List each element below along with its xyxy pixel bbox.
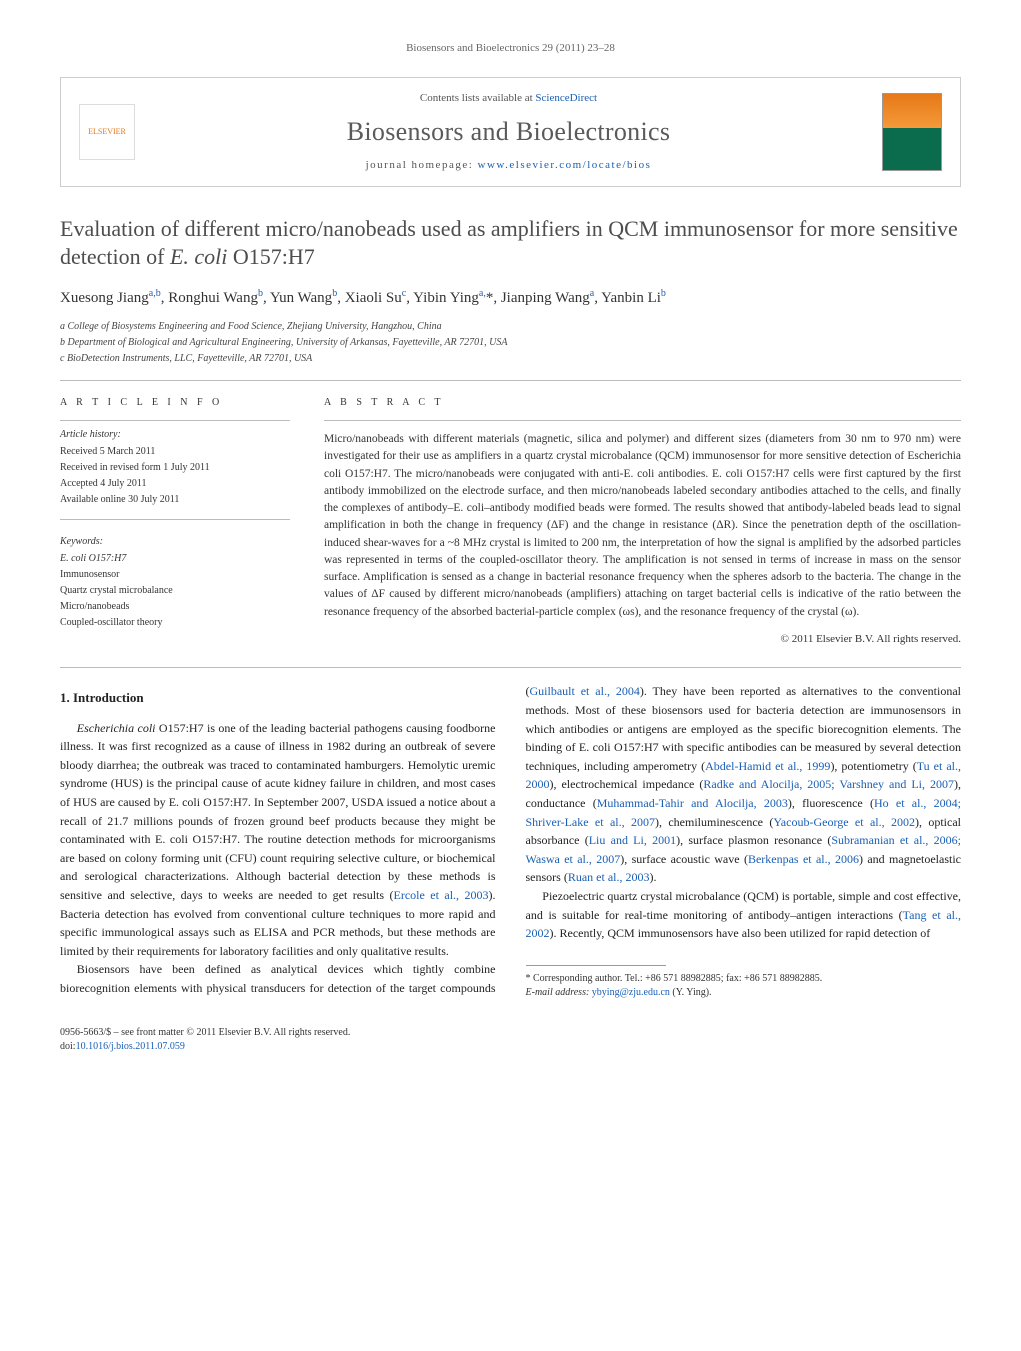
ref-yacoub-george-2002[interactable]: Yacoub-George et al., 2002	[773, 815, 915, 829]
title-italic-species: E. coli	[170, 244, 227, 269]
p1-rest: O157:H7 is one of the leading bacterial …	[60, 721, 496, 902]
title-part2: O157:H7	[227, 244, 314, 269]
author-list: Xuesong Jianga,b, Ronghui Wangb, Yun Wan…	[60, 286, 961, 310]
p2-seg5: ), fluorescence (	[788, 796, 874, 810]
abstract: A B S T R A C T Micro/nanobeads with dif…	[324, 395, 961, 647]
doi-line: doi:10.1016/j.bios.2011.07.059	[60, 1040, 961, 1054]
ref-berkenpas-2006[interactable]: Berkenpas et al., 2006	[748, 852, 859, 866]
p2-seg6: ), chemiluminescence (	[655, 815, 773, 829]
article-info-head: A R T I C L E I N F O	[60, 395, 290, 410]
keywords-list: E. coli O157:H7 Immunosensor Quartz crys…	[60, 551, 290, 630]
section-1-head: 1. Introduction	[60, 688, 496, 708]
homepage-prefix: journal homepage:	[366, 159, 478, 171]
divider-bottom	[60, 667, 961, 668]
keywords-label: Keywords:	[60, 534, 290, 549]
intro-paragraph-1: Escherichia coli O157:H7 is one of the l…	[60, 719, 496, 961]
journal-homepage: journal homepage: www.elsevier.com/locat…	[135, 157, 882, 174]
homepage-link[interactable]: www.elsevier.com/locate/bios	[478, 159, 652, 171]
keyword-5: Coupled-oscillator theory	[60, 615, 290, 630]
ref-muhammad-tahir-2003[interactable]: Muhammad-Tahir and Alocilja, 2003	[597, 796, 788, 810]
footnote-block: * Corresponding author. Tel.: +86 571 88…	[526, 965, 962, 1000]
body-text: 1. Introduction Escherichia coli O157:H7…	[60, 682, 961, 999]
affiliations: a College of Biosystems Engineering and …	[60, 319, 961, 366]
running-head: Biosensors and Bioelectronics 29 (2011) …	[60, 40, 961, 57]
history-online: Available online 30 July 2011	[60, 492, 290, 507]
publisher-logo: ELSEVIER	[79, 104, 135, 160]
p2-seg3: ), electrochemical impedance (	[550, 777, 704, 791]
abstract-head: A B S T R A C T	[324, 395, 961, 410]
contents-line: Contents lists available at ScienceDirec…	[135, 90, 882, 107]
footnote-separator	[526, 965, 666, 966]
history-label: Article history:	[60, 427, 290, 442]
p3-pre: Piezoelectric quartz crystal microbalanc…	[526, 889, 962, 922]
corresponding-author-footnote: * Corresponding author. Tel.: +86 571 88…	[526, 972, 962, 1000]
keyword-1: E. coli O157:H7	[60, 551, 290, 566]
keyword-3: Quartz crystal microbalance	[60, 583, 290, 598]
doi-link[interactable]: 10.1016/j.bios.2011.07.059	[76, 1041, 185, 1052]
p2-seg11: ).	[649, 870, 656, 884]
divider-abstract	[324, 420, 961, 421]
article-title: Evaluation of different micro/nanobeads …	[60, 215, 961, 272]
p2-seg9: ), surface acoustic wave (	[620, 852, 748, 866]
corr-email-line: E-mail address: ybying@zju.edu.cn (Y. Yi…	[526, 986, 962, 1000]
history-received: Received 5 March 2011	[60, 444, 290, 459]
abstract-text: Micro/nanobeads with different materials…	[324, 431, 961, 621]
ref-ruan-2003[interactable]: Ruan et al., 2003	[568, 870, 650, 884]
journal-header-box: ELSEVIER Contents lists available at Sci…	[60, 77, 961, 187]
p2-seg2: ), potentiometry (	[830, 759, 916, 773]
keyword-2: Immunosensor	[60, 567, 290, 582]
email-label: E-mail address:	[526, 987, 592, 998]
journal-header-center: Contents lists available at ScienceDirec…	[135, 90, 882, 174]
intro-paragraph-3: Piezoelectric quartz crystal microbalanc…	[526, 887, 962, 943]
abstract-copyright: © 2011 Elsevier B.V. All rights reserved…	[324, 631, 961, 648]
p2-seg8: ), surface plasmon resonance (	[676, 833, 831, 847]
p1-species: Escherichia coli	[77, 721, 156, 735]
info-abstract-row: A R T I C L E I N F O Article history: R…	[60, 395, 961, 647]
divider-info	[60, 420, 290, 421]
page-footer: 0956-5663/$ – see front matter © 2011 El…	[60, 1026, 961, 1054]
journal-name: Biosensors and Bioelectronics	[135, 112, 882, 151]
ref-radke-varshney[interactable]: Radke and Alocilja, 2005; Varshney and L…	[703, 777, 954, 791]
divider-top	[60, 380, 961, 381]
history-accepted: Accepted 4 July 2011	[60, 476, 290, 491]
affiliation-b: b Department of Biological and Agricultu…	[60, 335, 961, 350]
affiliation-a: a College of Biosystems Engineering and …	[60, 319, 961, 334]
ref-abdel-hamid-1999[interactable]: Abdel-Hamid et al., 1999	[705, 759, 830, 773]
history-revised: Received in revised form 1 July 2011	[60, 460, 290, 475]
journal-cover-thumbnail	[882, 93, 942, 171]
corr-email-link[interactable]: ybying@zju.edu.cn	[592, 987, 670, 998]
ref-ercole-2003[interactable]: Ercole et al., 2003	[394, 888, 489, 902]
ref-liu-li-2001[interactable]: Liu and Li, 2001	[589, 833, 676, 847]
affiliation-c: c BioDetection Instruments, LLC, Fayette…	[60, 351, 961, 366]
doi-label: doi:	[60, 1041, 76, 1052]
contents-prefix: Contents lists available at	[420, 92, 535, 104]
keyword-4: Micro/nanobeads	[60, 599, 290, 614]
email-tail: (Y. Ying).	[670, 987, 712, 998]
corr-author-line: * Corresponding author. Tel.: +86 571 88…	[526, 972, 962, 986]
divider-kw	[60, 519, 290, 520]
p3-tail: ). Recently, QCM immunosensors have also…	[550, 926, 931, 940]
ref-guilbault-2004[interactable]: Guilbault et al., 2004	[530, 684, 640, 698]
sciencedirect-link[interactable]: ScienceDirect	[535, 92, 597, 104]
history-list: Received 5 March 2011 Received in revise…	[60, 444, 290, 507]
front-matter-line: 0956-5663/$ – see front matter © 2011 El…	[60, 1026, 961, 1040]
article-info: A R T I C L E I N F O Article history: R…	[60, 395, 290, 647]
